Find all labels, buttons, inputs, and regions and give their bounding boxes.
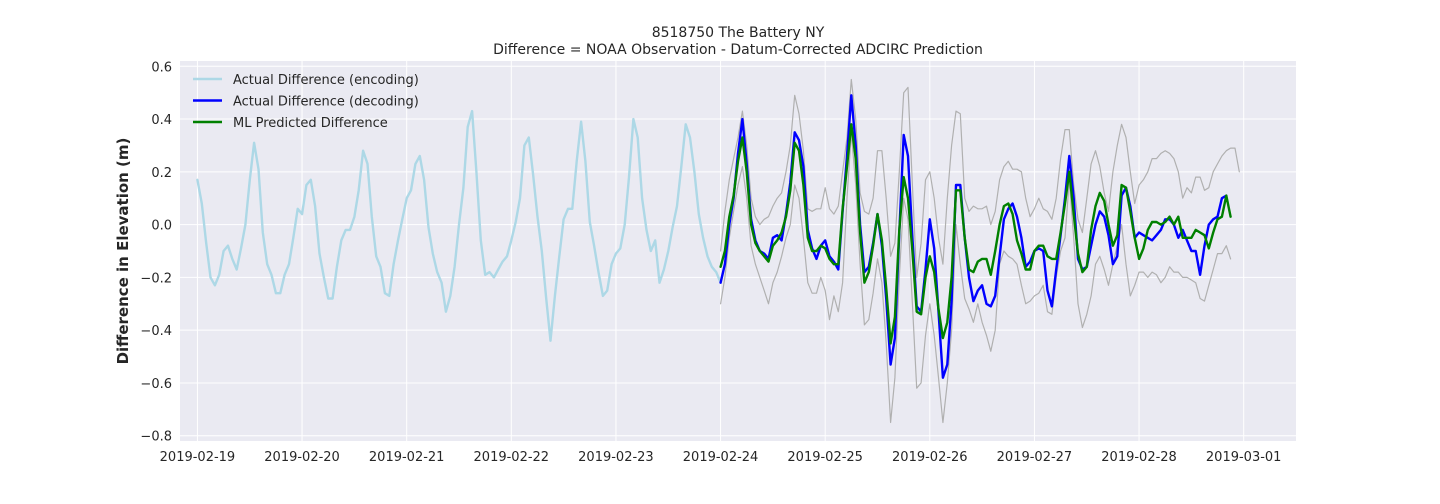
series-ml-predicted-difference [719,123,1232,345]
x-tick-label: 2019-02-27 [997,450,1073,465]
x-tick-label: 2019-02-21 [369,450,445,465]
legend-label: ML Predicted Difference [233,116,388,131]
series-actual-difference-decoding [719,94,1228,379]
x-tick-label: 2019-02-22 [474,450,550,465]
legend-item: Actual Difference (decoding) [193,95,419,110]
x-tick-label: 2019-02-26 [892,450,968,465]
y-tick-label: −0.8 [140,430,172,445]
chart-subtitle: Difference = NOAA Observation - Datum-Co… [493,42,983,58]
y-tick-label: −0.6 [140,377,172,392]
series-envelope-3 [719,78,1240,278]
y-axis: 0.6 0.4 0.2 0.0 −0.2 −0.4 −0.6 −0.8 [140,60,172,444]
y-tick-label: −0.4 [140,324,172,339]
series-actual-difference-encoding [196,109,722,342]
legend: Actual Difference (encoding) Actual Diffe… [193,73,419,131]
x-tick-label: 2019-02-28 [1101,450,1177,465]
x-tick-label: 2019-02-25 [787,450,863,465]
series-envelope-4 [719,131,1232,424]
series-layer [196,78,1240,424]
legend-label: Actual Difference (encoding) [233,73,419,88]
x-axis: 2019-02-19 2019-02-20 2019-02-21 2019-02-22… [160,450,1282,465]
y-tick-label: 0.4 [151,113,172,128]
y-tick-label: 0.0 [151,219,172,234]
y-tick-label: 0.2 [151,166,172,181]
y-tick-label: −0.2 [140,271,172,286]
x-tick-label: 2019-02-19 [160,450,236,465]
x-tick-label: 2019-02-20 [264,450,340,465]
x-tick-label: 2019-02-23 [578,450,654,465]
legend-label: Actual Difference (decoding) [233,95,419,110]
legend-item: Actual Difference (encoding) [193,73,419,88]
chart-title: 8518750 The Battery NY [652,25,825,41]
y-axis-label: Difference in Elevation (m) [114,138,132,365]
x-tick-label: 2019-02-24 [683,450,759,465]
legend-item: ML Predicted Difference [193,116,388,131]
y-tick-label: 0.6 [151,60,172,75]
x-tick-label: 2019-03-01 [1206,450,1282,465]
grid-lines [180,61,1296,441]
